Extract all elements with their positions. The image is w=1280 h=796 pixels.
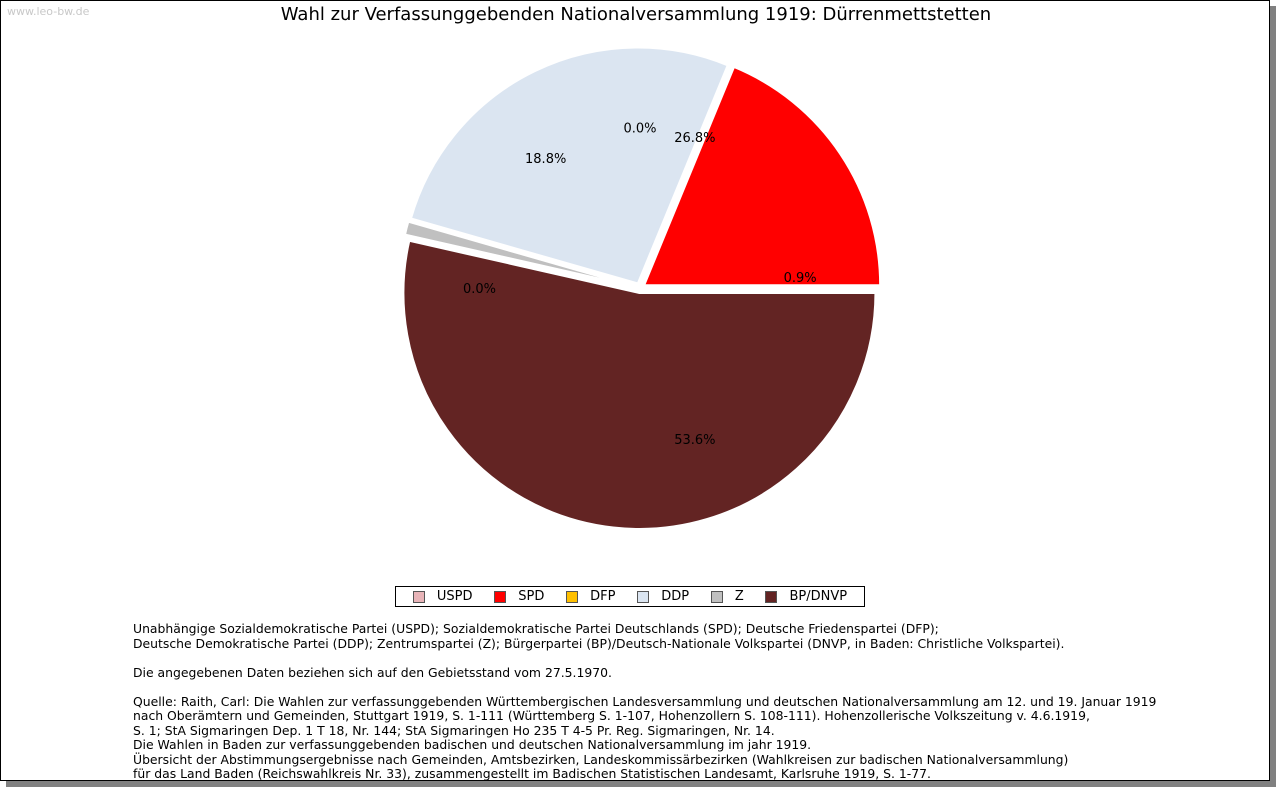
legend-swatch — [637, 590, 650, 603]
pie-slice-spd — [642, 65, 882, 287]
legend-label: DDP — [661, 589, 690, 604]
legend-label: BP/DNVP — [789, 589, 848, 604]
notes-territory: Die angegebenen Daten beziehen sich auf … — [133, 664, 612, 680]
legend-label: Z — [734, 589, 744, 604]
legend-item-bp-dnvp: BP/DNVP — [765, 589, 847, 604]
pie-slice-ddp — [409, 46, 730, 285]
legend-item-z: Z — [710, 589, 744, 604]
legend-item-uspd: USPD — [412, 589, 473, 604]
slice-label-spd: 18.8% — [525, 152, 566, 167]
slice-label-ddp: 26.8% — [674, 131, 715, 146]
legend: USPD SPD DFP DDP Z BP/DNVP — [395, 586, 865, 607]
legend-item-ddp: DDP — [637, 589, 689, 604]
pie-slice-bp-dnvp — [402, 239, 877, 530]
legend-swatch — [566, 590, 579, 603]
legend-item-spd: SPD — [494, 589, 544, 604]
legend-label: SPD — [518, 589, 545, 604]
legend-swatch — [710, 590, 723, 603]
legend-swatch — [494, 590, 507, 603]
legend-swatch — [765, 590, 778, 603]
watermark: www.leo-bw.de — [7, 5, 90, 18]
legend-swatch — [412, 590, 425, 603]
chart-title: Wahl zur Verfassunggebenden Nationalvers… — [280, 4, 992, 25]
pie-slice-z — [403, 220, 636, 288]
notes-parties: Unabhängige Sozialdemokratische Partei (… — [133, 621, 1065, 651]
notes: Unabhängige Sozialdemokratische Partei (… — [133, 621, 1253, 796]
notes-source: Quelle: Raith, Carl: Die Wahlen zur verf… — [133, 693, 1157, 781]
legend-label: DFP — [590, 589, 616, 604]
slice-label-z: 0.9% — [784, 271, 817, 286]
legend-label: USPD — [436, 589, 473, 604]
legend-item-dfp: DFP — [566, 589, 615, 604]
slice-label-dfp: 0.0% — [623, 122, 656, 137]
slice-label-bp-dnvp: 53.6% — [674, 433, 715, 448]
slice-label-uspd: 0.0% — [463, 282, 496, 297]
